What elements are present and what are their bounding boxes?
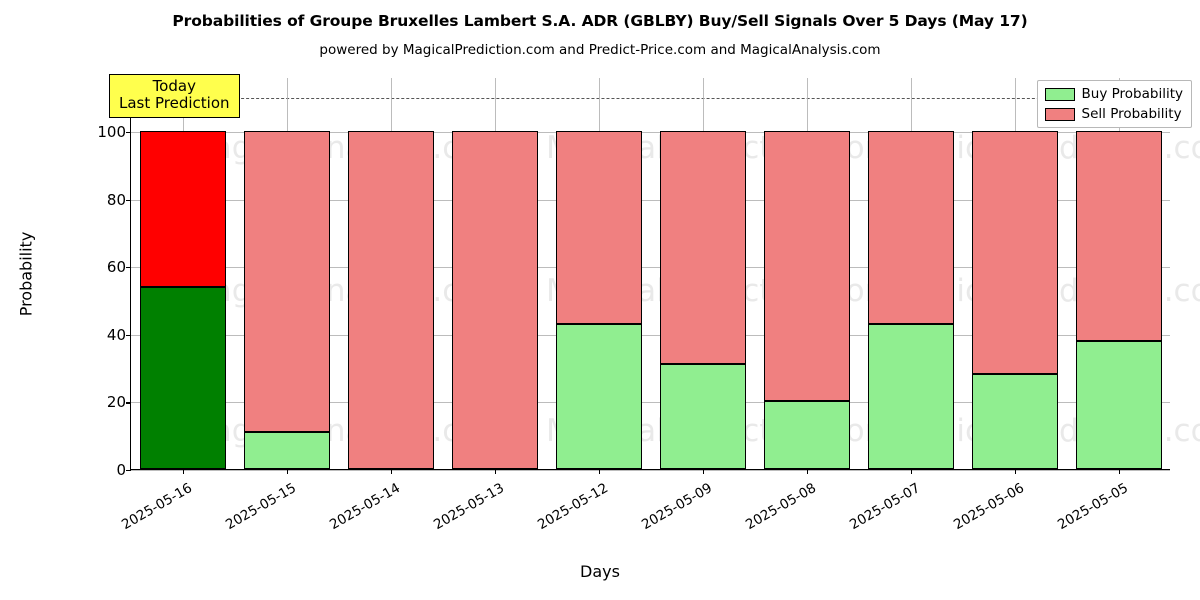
y-tick-label: 60 bbox=[106, 258, 126, 277]
chart-subtitle: powered by MagicalPrediction.com and Pre… bbox=[319, 42, 881, 58]
plot-area: MagicalAnalysis.comMagicalPrediction.com… bbox=[97, 77, 1200, 533]
bar-segment-buy[interactable] bbox=[1076, 340, 1162, 469]
bar-segment-sell[interactable] bbox=[452, 131, 538, 469]
y-tick-mark bbox=[126, 132, 131, 134]
bar-group[interactable] bbox=[868, 77, 954, 469]
x-tick-label: 2025-05-13 bbox=[431, 480, 507, 534]
bar-group[interactable] bbox=[556, 77, 642, 469]
x-tick-mark bbox=[287, 469, 289, 474]
bar-group[interactable] bbox=[140, 77, 226, 469]
y-gridline bbox=[131, 334, 1170, 336]
y-gridline bbox=[131, 267, 1170, 269]
y-gridline bbox=[131, 132, 1170, 134]
y-tick-mark bbox=[126, 267, 131, 269]
chart-title: Probabilities of Groupe Bruxelles Lamber… bbox=[172, 12, 1028, 30]
legend-label: Buy Probability bbox=[1081, 86, 1183, 102]
y-gridline bbox=[131, 199, 1170, 201]
y-tick-label: 80 bbox=[106, 190, 126, 209]
x-tick-mark bbox=[599, 469, 601, 474]
y-tick-mark bbox=[126, 402, 131, 404]
bar-segment-sell[interactable] bbox=[764, 131, 850, 402]
bar-segment-buy[interactable] bbox=[556, 323, 642, 469]
chart-legend: Buy Probability Sell Probability bbox=[1036, 80, 1192, 128]
x-tick-label: 2025-05-16 bbox=[119, 480, 195, 534]
legend-item[interactable]: Sell Probability bbox=[1044, 106, 1183, 122]
threshold-dashed-line bbox=[131, 98, 1170, 100]
x-tick-mark bbox=[1119, 469, 1121, 474]
bar-segment-buy[interactable] bbox=[140, 286, 226, 469]
legend-swatch-icon bbox=[1044, 87, 1075, 101]
bar-segment-buy[interactable] bbox=[972, 374, 1058, 469]
bar-group[interactable] bbox=[972, 77, 1058, 469]
today-annotation-line2: Last Prediction bbox=[119, 93, 230, 112]
legend-item[interactable]: Buy Probability bbox=[1044, 86, 1183, 102]
x-tick-label: 2025-05-15 bbox=[223, 480, 299, 534]
y-gridline bbox=[131, 402, 1170, 404]
bar-segment-sell[interactable] bbox=[140, 131, 226, 287]
bar-segment-sell[interactable] bbox=[244, 131, 330, 432]
bar-group[interactable] bbox=[660, 77, 746, 469]
bar-group[interactable] bbox=[348, 77, 434, 469]
x-tick-mark bbox=[911, 469, 913, 474]
y-tick-label: 40 bbox=[106, 325, 126, 344]
bar-segment-buy[interactable] bbox=[244, 431, 330, 469]
bar-segment-buy[interactable] bbox=[868, 323, 954, 469]
x-axis-label: Days bbox=[580, 562, 620, 581]
bar-segment-sell[interactable] bbox=[1076, 131, 1162, 341]
today-annotation: Today Last Prediction bbox=[109, 74, 240, 118]
x-tick-mark bbox=[1015, 469, 1017, 474]
bar-segment-sell[interactable] bbox=[972, 131, 1058, 375]
bar-segment-sell[interactable] bbox=[348, 131, 434, 469]
bar-segment-sell[interactable] bbox=[556, 131, 642, 324]
x-tick-label: 2025-05-06 bbox=[951, 480, 1027, 534]
y-tick-label: 100 bbox=[97, 123, 126, 142]
x-tick-mark bbox=[495, 469, 497, 474]
legend-swatch-icon bbox=[1044, 107, 1075, 121]
bar-group[interactable] bbox=[1076, 77, 1162, 469]
y-tick-mark bbox=[126, 470, 131, 472]
y-tick-mark bbox=[126, 199, 131, 201]
bar-group[interactable] bbox=[244, 77, 330, 469]
x-tick-mark bbox=[183, 469, 185, 474]
x-tick-label: 2025-05-05 bbox=[1055, 480, 1131, 534]
legend-label: Sell Probability bbox=[1081, 106, 1182, 122]
x-tick-label: 2025-05-09 bbox=[639, 480, 715, 534]
bar-segment-sell[interactable] bbox=[660, 131, 746, 365]
bar-group[interactable] bbox=[764, 77, 850, 469]
y-tick-label: 0 bbox=[116, 461, 126, 479]
bar-segment-sell[interactable] bbox=[868, 131, 954, 324]
x-tick-label: 2025-05-12 bbox=[535, 480, 611, 534]
x-tick-mark bbox=[703, 469, 705, 474]
today-annotation-line1: Today bbox=[152, 77, 196, 95]
bar-segment-buy[interactable] bbox=[764, 401, 850, 469]
x-tick-mark bbox=[391, 469, 393, 474]
bar-segment-buy[interactable] bbox=[660, 364, 746, 469]
x-tick-mark bbox=[807, 469, 809, 474]
y-tick-label: 20 bbox=[106, 393, 126, 412]
x-tick-label: 2025-05-08 bbox=[743, 480, 819, 534]
y-tick-mark bbox=[126, 334, 131, 336]
bar-group[interactable] bbox=[452, 77, 538, 469]
x-tick-label: 2025-05-07 bbox=[847, 480, 923, 534]
y-gridline bbox=[131, 470, 1170, 471]
x-tick-label: 2025-05-14 bbox=[327, 480, 403, 534]
